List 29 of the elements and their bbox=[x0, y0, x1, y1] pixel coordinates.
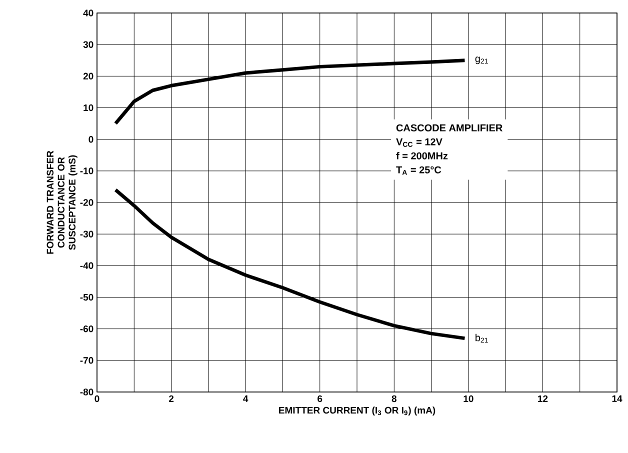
x-tick-label: 8 bbox=[392, 395, 396, 402]
x-axis-title: EMITTER CURRENT (I$_{3}$ OR I$_{9}$) (mA) bbox=[279, 406, 436, 416]
y-tick-label: 10 bbox=[84, 104, 94, 112]
annotation: V$_{CC}$ = 12V bbox=[396, 138, 442, 147]
y-tick-label: 30 bbox=[83, 41, 94, 48]
y-tick-label: -70 bbox=[80, 357, 94, 364]
y-tick-label: -60 bbox=[80, 325, 94, 332]
y-axis-title: FORWARD TRANSFER CONDUCTANCE OR SUSCEPTANCE (mS) bbox=[46, 150, 78, 254]
x-tick-label: 0 bbox=[94, 395, 100, 402]
annotation: T$_{A}$ = 25°C bbox=[396, 166, 442, 175]
x-tick-label: 6 bbox=[318, 395, 322, 402]
annotation: f = 200MHz bbox=[396, 152, 448, 160]
x-tick-label: 14 bbox=[612, 395, 622, 402]
x-tick-label: 10 bbox=[464, 395, 474, 402]
y-tick-label: -30 bbox=[80, 230, 94, 238]
y-tick-label: 40 bbox=[83, 10, 94, 16]
series-label: g$_{21}$ bbox=[475, 56, 488, 64]
y-tick-label: -50 bbox=[80, 294, 94, 301]
annotation: CASCODE AMPLIFIER bbox=[396, 124, 502, 132]
y-tick-label: -10 bbox=[80, 168, 94, 174]
y-tick-label: 20 bbox=[83, 72, 94, 80]
y-tick-label: -80 bbox=[80, 388, 94, 396]
y-tick-label: 0 bbox=[88, 136, 94, 143]
x-tick-label: 4 bbox=[243, 395, 248, 402]
y-tick-label: -20 bbox=[80, 199, 94, 206]
series-label: b$_{21}$ bbox=[476, 334, 488, 343]
y-tick-label: -40 bbox=[80, 262, 94, 270]
x-tick-label: 12 bbox=[538, 395, 548, 402]
x-tick-label: 2 bbox=[168, 395, 174, 402]
